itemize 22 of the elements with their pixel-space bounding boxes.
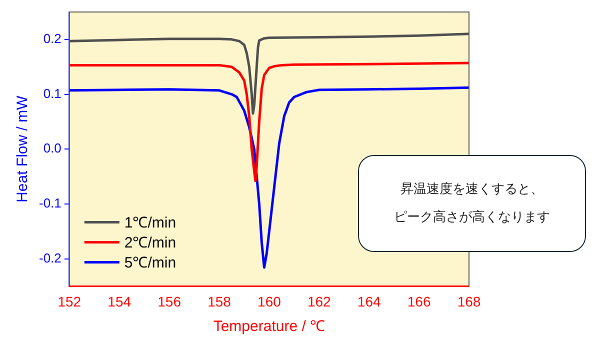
x-tick-label: 168 — [457, 293, 481, 310]
x-axis-title: Temperature / ℃ — [213, 318, 326, 336]
rounded-box: 昇温速度を速くすると、 ピーク高さが高くなります — [358, 155, 586, 252]
x-tick-label: 154 — [108, 293, 132, 310]
annotation: 昇温速度を速くすると、 — [400, 180, 544, 198]
annotation: ピーク高さが高くなります — [394, 208, 550, 226]
x-tick-label: 166 — [407, 293, 431, 310]
y-axis-title: Heat Flow / mW — [14, 94, 32, 202]
x-tick-label: 158 — [208, 293, 232, 310]
legend-label: 1℃/min — [124, 214, 176, 232]
x-tick-label: 156 — [158, 293, 182, 310]
x-tick-label: 152 — [58, 293, 82, 310]
x-tick-label: 164 — [357, 293, 381, 310]
x-tick-label: 162 — [307, 293, 332, 310]
y-tick-label: -0.1 — [38, 196, 62, 211]
x-tick-label: 160 — [258, 293, 282, 310]
legend-label: 2℃/min — [124, 234, 176, 252]
y-tick-label: 0.1 — [43, 86, 62, 101]
legend-label: 5℃/min — [124, 254, 176, 272]
y-tick-label: -0.2 — [38, 250, 62, 266]
y-tick-label: 0.0 — [43, 140, 62, 156]
y-tick-label: 0.2 — [43, 31, 62, 46]
